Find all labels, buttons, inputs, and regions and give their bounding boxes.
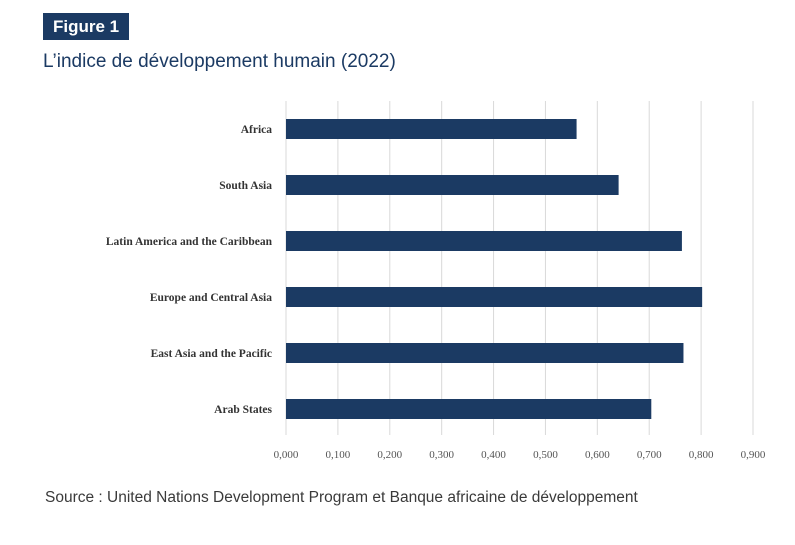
bar <box>286 343 684 363</box>
x-tick-label: 0,100 <box>326 449 351 461</box>
bars <box>286 119 703 419</box>
x-tick-label: 0,200 <box>377 449 402 461</box>
bar <box>286 231 682 251</box>
figure-badge: Figure 1 <box>43 13 130 40</box>
x-tick-label: 0,000 <box>274 449 299 461</box>
category-label: Europe and Central Asia <box>150 292 272 304</box>
bar <box>286 175 619 195</box>
category-labels: Africa South Asia Latin America and the Ca… <box>106 124 273 416</box>
source-note: Source : United Nations Development Prog… <box>45 489 638 506</box>
bar <box>286 119 577 139</box>
x-tick-label: 0,400 <box>481 449 506 461</box>
category-label: East Asia and the Pacific <box>151 348 272 360</box>
x-tick-label: 0,900 <box>741 449 766 461</box>
x-tick-label: 0,700 <box>637 449 662 461</box>
category-label: South Asia <box>219 180 272 192</box>
bar <box>286 287 703 307</box>
x-tick-label: 0,300 <box>429 449 454 461</box>
gridlines <box>285 101 754 435</box>
x-tick-label: 0,500 <box>533 449 558 461</box>
category-label: Africa <box>241 124 273 136</box>
hdi-bar-chart: Africa South Asia Latin America and the Ca… <box>106 101 766 461</box>
category-label: Arab States <box>214 404 272 416</box>
x-tick-label: 0,800 <box>689 449 714 461</box>
category-label: Latin America and the Caribbean <box>106 236 273 248</box>
x-tick-labels: 0,000 0,100 0,200 0,300 0,400 0,500 0,600 0,700… <box>274 449 766 461</box>
x-tick-label: 0,600 <box>585 449 610 461</box>
bar <box>286 399 652 419</box>
chart-title: L’indice de développement humain (2022) <box>43 51 396 72</box>
